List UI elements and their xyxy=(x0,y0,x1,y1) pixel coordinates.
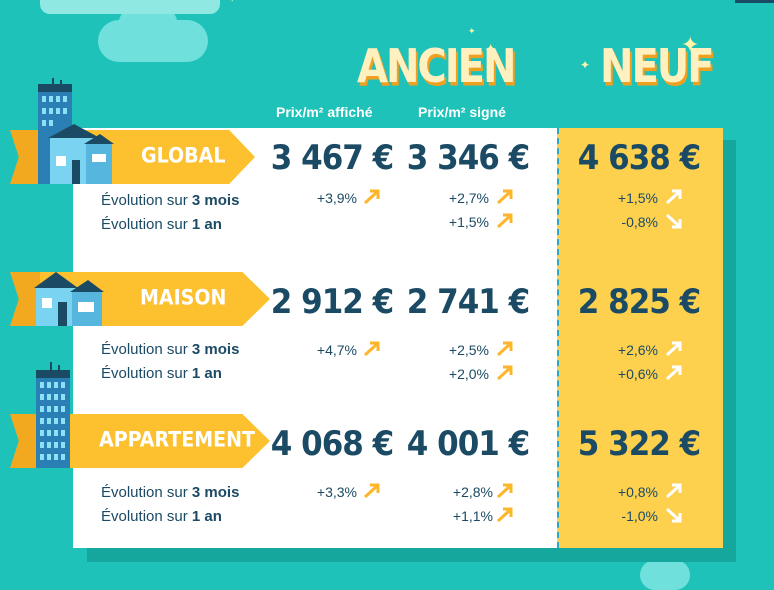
price-signe: 4 001 € xyxy=(406,424,530,464)
star-icon: ✦ xyxy=(580,58,591,72)
star-icon: ✦ xyxy=(681,32,700,57)
arrow-up-icon xyxy=(496,341,513,357)
pct-signe-1a: +2,0% xyxy=(448,366,489,382)
evolution-1-an-label: Évolution sur 1 an xyxy=(101,365,222,382)
price-affiche: 2 912 € xyxy=(270,282,394,322)
cloud-decoration xyxy=(40,0,220,14)
pct-affiche-3m: +4,7% xyxy=(316,342,357,358)
arrow-up-icon xyxy=(363,189,380,205)
pct-neuf-3m: +1,5% xyxy=(617,190,658,206)
arrow-down-icon xyxy=(665,213,682,229)
arrow-up-icon xyxy=(363,483,380,499)
evolution-1-an-label: Évolution sur 1 an xyxy=(101,508,222,525)
row-label-global: GLOBAL xyxy=(141,143,226,169)
arrow-up-icon xyxy=(496,189,513,205)
arrow-up-icon xyxy=(665,483,682,499)
prix-signe-header: Prix/m² signé xyxy=(418,104,506,120)
row-label-appartement: APPARTEMENT xyxy=(99,427,255,453)
star-icon: ✦ xyxy=(484,42,498,59)
evolution-3-mois-label: Évolution sur 3 mois xyxy=(101,192,240,209)
arrow-down-icon xyxy=(665,507,682,523)
arrow-up-icon xyxy=(496,507,513,523)
price-affiche: 3 467 € xyxy=(270,138,394,178)
arrow-up-icon xyxy=(665,341,682,357)
price-signe: 2 741 € xyxy=(406,282,530,322)
arrow-up-icon xyxy=(665,189,682,205)
neuf-column xyxy=(557,128,723,548)
star-icon: ✦ xyxy=(468,26,476,36)
ancien-title: ANCIEN xyxy=(357,40,516,94)
pct-neuf-1a: -0,8% xyxy=(621,214,658,230)
pct-signe-1a: +1,5% xyxy=(448,214,489,230)
corner-line xyxy=(735,0,774,3)
neuf-title: NEUF xyxy=(600,40,715,94)
banner-appartement xyxy=(40,414,270,468)
pct-neuf-3m: +0,8% xyxy=(617,484,658,500)
pct-signe-3m: +2,5% xyxy=(448,342,489,358)
arrow-up-icon xyxy=(665,365,682,381)
evolution-1-an-label: Évolution sur 1 an xyxy=(101,216,222,233)
arrow-up-icon xyxy=(496,213,513,229)
evolution-3-mois-label: Évolution sur 3 mois xyxy=(101,341,240,358)
evolution-3-mois-label: Évolution sur 3 mois xyxy=(101,484,240,501)
pct-signe-1a: +1,1% xyxy=(452,508,493,524)
pct-signe-3m: +2,7% xyxy=(448,190,489,206)
apartment-building-icon xyxy=(36,362,70,468)
table-card xyxy=(73,128,559,548)
pct-neuf-1a: -1,0% xyxy=(621,508,658,524)
pct-signe-3m: +2,8% xyxy=(452,484,493,500)
pct-neuf-3m: +2,6% xyxy=(617,342,658,358)
building-global-icon xyxy=(38,78,114,184)
price-neuf: 2 825 € xyxy=(577,282,701,322)
arrow-up-icon xyxy=(363,341,380,357)
pct-neuf-1a: +0,6% xyxy=(617,366,658,382)
price-signe: 3 346 € xyxy=(406,138,530,178)
cloud-decoration xyxy=(640,560,690,590)
prix-affiche-header: Prix/m² affiché xyxy=(276,104,373,120)
pct-affiche-3m: +3,3% xyxy=(316,484,357,500)
house-icon xyxy=(34,272,104,326)
pct-affiche-3m: +3,9% xyxy=(316,190,357,206)
price-neuf: 4 638 € xyxy=(577,138,701,178)
row-label-maison: MAISON xyxy=(140,285,227,311)
arrow-up-icon xyxy=(496,483,513,499)
star-icon: ✦ xyxy=(228,0,236,5)
arrow-up-icon xyxy=(496,365,513,381)
price-neuf: 5 322 € xyxy=(577,424,701,464)
price-affiche: 4 068 € xyxy=(270,424,394,464)
